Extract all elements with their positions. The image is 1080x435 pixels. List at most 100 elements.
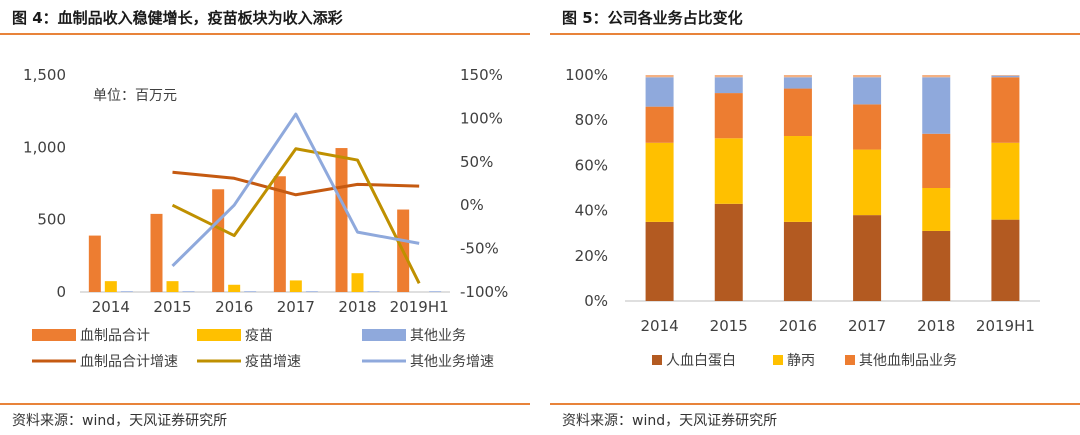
y-left-tick-label: 0 [56,283,66,301]
bar-2 [367,291,380,292]
line-series-1 [171,147,421,284]
stack-segment-2 [991,77,1020,143]
stack-segment-1 [991,142,1020,220]
y-right-tick-label: -50% [460,240,499,258]
x-tick-label: 2018 [338,298,376,316]
bar-2 [120,291,133,292]
legend-swatch [845,355,855,365]
stack-segment-3 [922,77,951,134]
business-share-chart: 0% 20% 40% 60% 80% 100% 2014 2015 2016 2017 2018 20… [565,66,1040,369]
y-left-tick-label: 1,000 [23,138,66,156]
bar-1 [289,280,302,292]
stack-segment-3 [645,77,674,107]
bar-0 [150,213,163,292]
stack-segment-2 [714,93,743,139]
y-right-tick-label: 0% [460,196,484,214]
stack-segment-0 [645,221,674,301]
x-tick-label: 2019H1 [390,298,449,316]
right-source-rule [550,403,1080,405]
stack-segment-1 [714,138,743,204]
stack-segment-0 [783,221,812,301]
legend-swatch [32,329,76,341]
right-title-rule [550,33,1080,35]
x-tick-label: 2016 [215,298,253,316]
y-tick-label: 80% [575,111,608,129]
right-figure-title: 图 5：公司各业务占比变化 [562,9,743,27]
bar-0 [273,176,286,292]
legend-label: 静丙 [787,353,815,369]
legend-swatch [652,355,662,365]
bar-0 [88,235,101,292]
right-figure-panel: 图 5：公司各业务占比变化 0% 20% 40% 60% 80% 100% 2014 2015… [550,0,1080,435]
legend-label: 其他血制品业务 [859,353,957,369]
bar-1 [228,284,241,292]
bar-0 [212,189,225,292]
stack-segment-4 [853,75,882,78]
x-tick-label: 2017 [848,317,886,335]
line-series-0 [172,170,420,197]
stack-segment-1 [853,149,882,216]
bar-1 [351,273,364,292]
stack-segment-2 [922,133,951,188]
bar-0 [335,148,348,292]
stack-segment-4 [991,75,1020,76]
stack-segment-1 [645,142,674,222]
y-right-tick-label: 150% [460,66,503,84]
stack-segment-0 [922,230,951,301]
y-left-tick-label: 500 [37,211,66,229]
stack-segment-2 [853,104,882,150]
x-tick-label: 2014 [640,317,678,335]
legend-label: 人血白蛋白 [666,353,736,369]
legend-swatch [197,329,241,341]
y-right-tick-label: 100% [460,109,503,127]
bar-2 [182,291,195,292]
legend-label: 其他业务增速 [410,354,494,370]
right-source-note: 资料来源：wind，天风证券研究所 [562,413,778,429]
stack-segment-0 [714,203,743,301]
legend-label: 疫苗 [245,328,273,344]
left-figure-title: 图 4：血制品收入稳健增长，疫苗板块为收入添彩 [12,9,343,27]
y-left-tick-label: 1,500 [23,66,66,84]
y-tick-label: 20% [575,247,608,265]
bar-1 [104,281,117,292]
stack-segment-3 [783,77,812,89]
x-tick-label: 2018 [917,317,955,335]
y-right-tick-label: -100% [460,283,508,301]
x-tick-label: 2014 [92,298,130,316]
stack-segment-4 [922,75,951,78]
x-tick-label: 2015 [153,298,191,316]
stack-segment-1 [922,188,951,231]
stack-segment-2 [645,106,674,143]
bar-2 [429,291,442,292]
y-right-tick-label: 50% [460,153,493,171]
stack-segment-4 [714,75,743,78]
stack-segment-3 [714,77,743,94]
x-tick-label: 2017 [277,298,315,316]
left-source-note: 资料来源：wind，天风证券研究所 [12,413,228,429]
stack-segment-3 [991,75,1020,78]
legend-swatch [362,329,406,341]
x-tick-label: 2019H1 [976,317,1035,335]
revenue-growth-chart: 0 500 1,000 1,500 -100% -50% 0% 50% 100% 150% 单位：百… [23,66,508,370]
x-tick-label: 2016 [779,317,817,335]
stack-segment-4 [645,75,674,78]
left-figure-panel: 图 4：血制品收入稳健增长，疫苗板块为收入添彩 0 500 1,000 1,500 -1… [0,0,530,435]
y-tick-label: 60% [575,156,608,174]
left-title-rule [0,33,530,35]
legend-label: 血制品合计增速 [80,354,178,370]
legend-label: 其他业务 [410,328,466,344]
stack-segment-1 [783,136,812,222]
bar-1 [166,281,179,292]
stack-segment-0 [991,219,1020,301]
left-source-rule [0,403,530,405]
stack-segment-2 [783,88,812,137]
stack-segment-0 [853,215,882,301]
stack-segment-3 [853,77,882,105]
unit-note: 单位：百万元 [93,88,177,104]
bar-2 [305,291,318,292]
x-tick-label: 2015 [710,317,748,335]
legend-label: 血制品合计 [80,328,150,344]
y-tick-label: 40% [575,202,608,220]
y-tick-label: 100% [565,66,608,84]
stack-segment-4 [783,75,812,78]
